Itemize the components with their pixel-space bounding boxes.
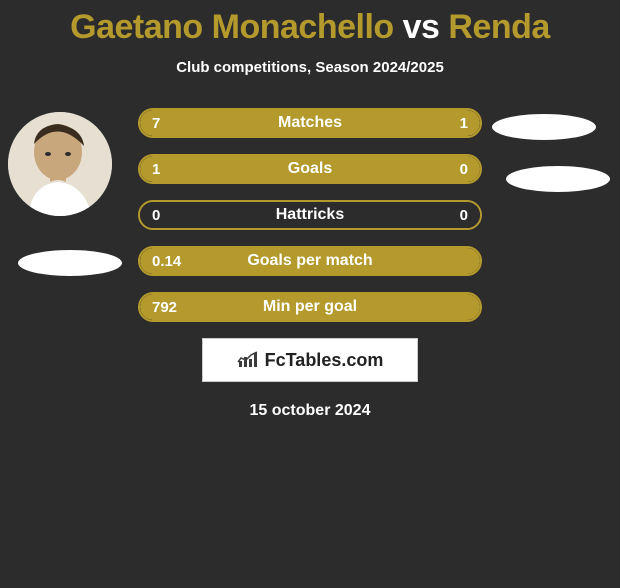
- player2-name-pill-1: [492, 114, 596, 140]
- stat-bars: 71Matches 10Goals 00Hattricks 0.14Goals per…: [138, 108, 482, 322]
- player1-name: Gaetano Monachello: [70, 8, 394, 46]
- stat-row: 792Min per goal: [138, 292, 482, 322]
- stat-row: 0.14Goals per match: [138, 246, 482, 276]
- comparison-content: 71Matches 10Goals 00Hattricks 0.14Goals per…: [0, 108, 620, 420]
- player1-avatar: [8, 112, 112, 216]
- stat-label: Goals per match: [140, 248, 480, 274]
- logo-text: FcTables.com: [265, 350, 384, 371]
- page-title: Gaetano Monachello vs Renda: [0, 8, 620, 47]
- date-text: 15 october 2024: [0, 402, 620, 420]
- subtitle: Club competitions, Season 2024/2025: [0, 59, 620, 76]
- player2-name-pill-2: [506, 166, 610, 192]
- stat-row: 00Hattricks: [138, 200, 482, 230]
- stat-row: 10Goals: [138, 154, 482, 184]
- stat-label: Goals: [140, 156, 480, 182]
- player2-name: Renda: [448, 8, 549, 46]
- player1-name-pill: [18, 250, 122, 276]
- stat-label: Min per goal: [140, 294, 480, 320]
- stat-row: 71Matches: [138, 108, 482, 138]
- bar-chart-icon: [237, 351, 259, 369]
- stat-label: Hattricks: [140, 202, 480, 228]
- vs-text: vs: [403, 8, 440, 46]
- avatar-placeholder-icon: [8, 112, 112, 216]
- logo-box: FcTables.com: [202, 338, 418, 382]
- stat-label: Matches: [140, 110, 480, 136]
